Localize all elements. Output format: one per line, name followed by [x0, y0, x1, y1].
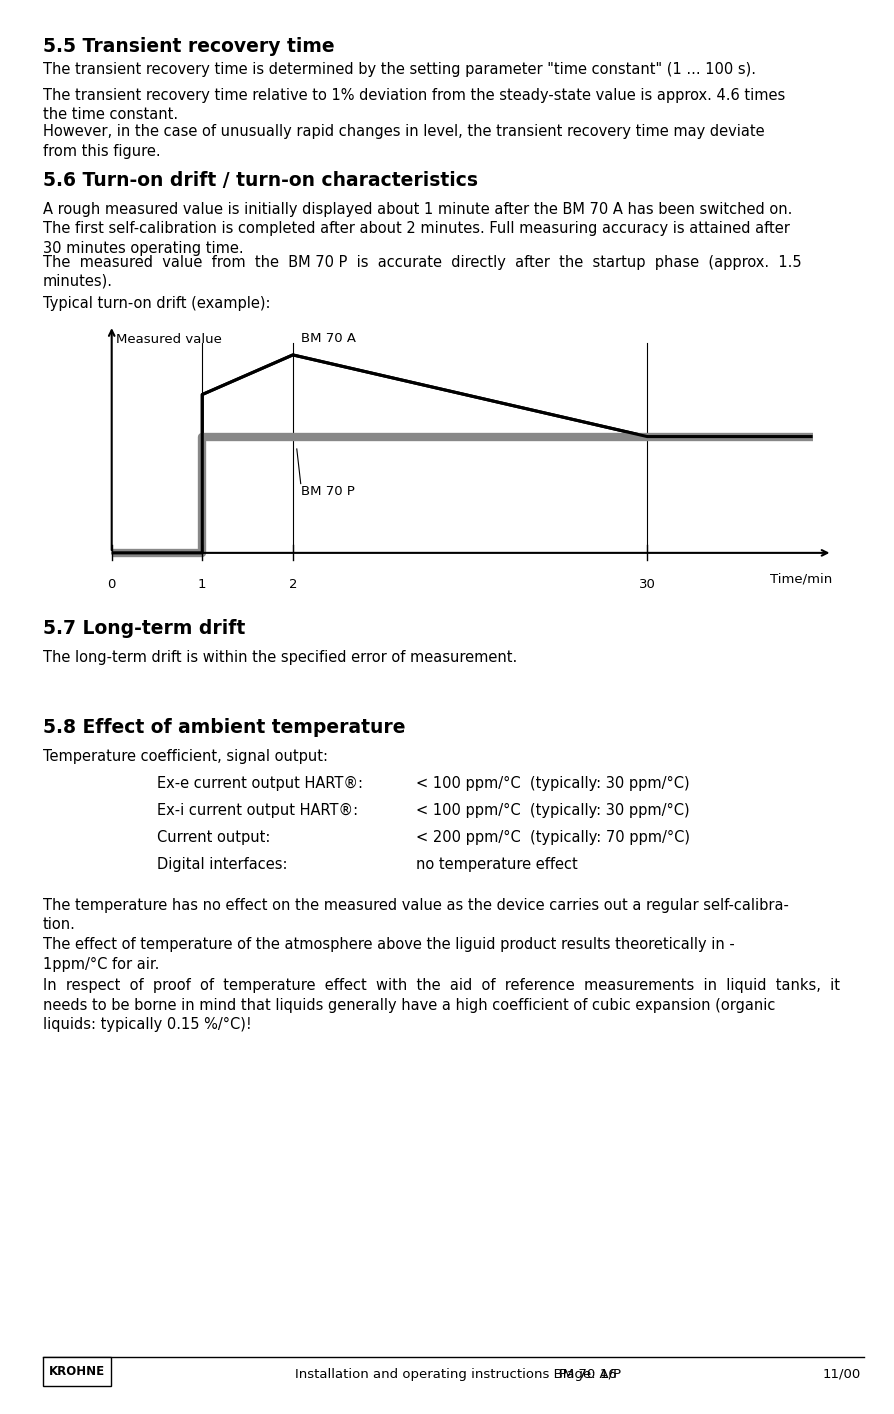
- Text: BM 70 A: BM 70 A: [300, 332, 355, 345]
- Text: The effect of temperature of the atmosphere above the liguid product results the: The effect of temperature of the atmosph…: [43, 937, 734, 971]
- Text: 2: 2: [288, 577, 297, 591]
- Text: Temperature coefficient, signal output:: Temperature coefficient, signal output:: [43, 749, 327, 765]
- Text: 0: 0: [107, 577, 115, 591]
- Text: Digital interfaces:: Digital interfaces:: [156, 857, 287, 872]
- Text: In  respect  of  proof  of  temperature  effect  with  the  aid  of  reference  : In respect of proof of temperature effec…: [43, 978, 839, 1032]
- Text: 5.8 Effect of ambient temperature: 5.8 Effect of ambient temperature: [43, 718, 405, 737]
- Text: 5.5 Transient recovery time: 5.5 Transient recovery time: [43, 37, 334, 55]
- Text: Current output:: Current output:: [156, 830, 270, 846]
- Text: Ex-i current output HART®:: Ex-i current output HART®:: [156, 803, 358, 819]
- Bar: [43, 1357, 111, 1386]
- Text: Time/min: Time/min: [769, 573, 831, 585]
- Text: KROHNE: KROHNE: [49, 1365, 105, 1379]
- Text: A rough measured value is initially displayed about 1 minute after the BM 70 A h: A rough measured value is initially disp…: [43, 202, 791, 256]
- Text: The  measured  value  from  the  BM 70 P  is  accurate  directly  after  the  st: The measured value from the BM 70 P is a…: [43, 255, 801, 288]
- Text: Ex-e current output HART®:: Ex-e current output HART®:: [156, 776, 362, 792]
- Text: The transient recovery time is determined by the setting parameter "time constan: The transient recovery time is determine…: [43, 62, 755, 78]
- Text: no temperature effect: no temperature effect: [416, 857, 578, 872]
- Text: < 100 ppm/°C  (typically: 30 ppm/°C): < 100 ppm/°C (typically: 30 ppm/°C): [416, 803, 689, 819]
- Text: The long-term drift is within the specified error of measurement.: The long-term drift is within the specif…: [43, 650, 517, 666]
- Text: Installation and operating instructions BM 70 A/P: Installation and operating instructions …: [295, 1367, 620, 1381]
- Text: The temperature has no effect on the measured value as the device carries out a : The temperature has no effect on the mea…: [43, 898, 788, 932]
- Text: The transient recovery time relative to 1% deviation from the steady-state value: The transient recovery time relative to …: [43, 88, 784, 122]
- Text: 30: 30: [638, 577, 655, 591]
- Text: < 200 ppm/°C  (typically: 70 ppm/°C): < 200 ppm/°C (typically: 70 ppm/°C): [416, 830, 689, 846]
- Text: Typical turn-on drift (example):: Typical turn-on drift (example):: [43, 296, 270, 311]
- Text: Page: 16: Page: 16: [559, 1367, 617, 1381]
- Text: 5.6 Turn-on drift / turn-on characteristics: 5.6 Turn-on drift / turn-on characterist…: [43, 171, 477, 189]
- Text: 1: 1: [198, 577, 207, 591]
- Text: BM 70 P: BM 70 P: [300, 485, 354, 498]
- Text: 5.7 Long-term drift: 5.7 Long-term drift: [43, 619, 245, 638]
- Text: 11/00: 11/00: [822, 1367, 860, 1381]
- Text: Measured value: Measured value: [115, 332, 221, 345]
- Text: However, in the case of unusually rapid changes in level, the transient recovery: However, in the case of unusually rapid …: [43, 124, 763, 158]
- Text: < 100 ppm/°C  (typically: 30 ppm/°C): < 100 ppm/°C (typically: 30 ppm/°C): [416, 776, 689, 792]
